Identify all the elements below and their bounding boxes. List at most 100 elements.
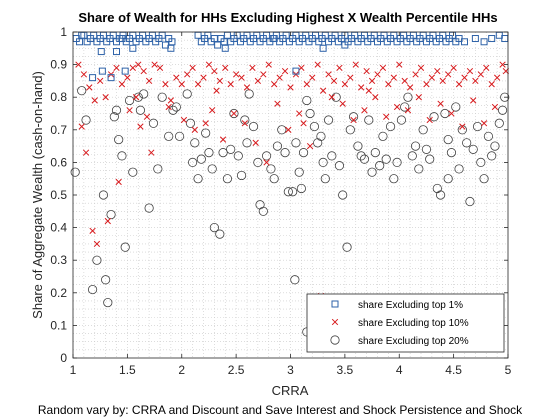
data-point-circle bbox=[242, 138, 252, 148]
data-point-circle bbox=[204, 148, 214, 158]
data-point-x bbox=[383, 113, 390, 120]
data-point-circle bbox=[421, 144, 432, 154]
data-point-x bbox=[417, 64, 425, 72]
data-point-circle bbox=[443, 134, 453, 145]
data-point-x bbox=[491, 103, 499, 111]
data-point-x bbox=[306, 142, 314, 150]
data-point-x bbox=[396, 61, 403, 68]
data-point-x bbox=[93, 240, 101, 248]
data-point-x bbox=[483, 64, 490, 72]
data-point-circle bbox=[291, 138, 301, 148]
data-point-x bbox=[404, 107, 412, 114]
data-point-circle bbox=[222, 174, 233, 184]
data-point-x bbox=[415, 94, 422, 101]
data-point-circle bbox=[236, 170, 247, 181]
data-point-circle bbox=[258, 206, 268, 216]
data-point-x bbox=[129, 64, 136, 72]
data-point-circle bbox=[120, 242, 130, 252]
data-point-x bbox=[368, 77, 376, 85]
data-point-x bbox=[455, 81, 463, 88]
footer-note: Random vary by: CRRA and Discount and Sa… bbox=[38, 403, 523, 417]
data-point-x bbox=[263, 159, 270, 166]
data-point-circle bbox=[385, 121, 396, 132]
y-tick-label: 0.3 bbox=[50, 253, 67, 267]
data-point-x bbox=[450, 64, 457, 72]
data-point-circle bbox=[316, 131, 326, 141]
data-point-x bbox=[372, 94, 379, 101]
data-point-x bbox=[303, 81, 310, 88]
data-point-circle bbox=[101, 275, 111, 285]
data-point-circle bbox=[277, 125, 287, 135]
data-point-x bbox=[406, 84, 414, 91]
data-point-square bbox=[292, 67, 300, 75]
x-tick-label: 5 bbox=[505, 363, 512, 377]
data-point-x bbox=[434, 67, 441, 75]
data-point-x bbox=[260, 71, 267, 78]
data-point-square bbox=[319, 44, 327, 52]
data-point-circle bbox=[446, 148, 457, 158]
data-point-x bbox=[287, 84, 294, 91]
data-point-circle bbox=[407, 151, 417, 161]
data-point-circle bbox=[451, 102, 461, 112]
data-point-square bbox=[471, 35, 479, 43]
data-point-x bbox=[194, 81, 202, 88]
data-point-x bbox=[309, 74, 316, 81]
data-point-x bbox=[319, 87, 327, 94]
data-point-x bbox=[184, 71, 191, 78]
data-point-circle bbox=[323, 115, 334, 125]
data-point-square bbox=[107, 74, 115, 82]
data-point-x bbox=[350, 116, 357, 124]
data-point-circle bbox=[389, 174, 399, 184]
data-point-x bbox=[91, 97, 98, 104]
data-point-circle bbox=[201, 128, 211, 138]
data-point-x bbox=[191, 126, 198, 133]
data-point-circle bbox=[193, 174, 203, 184]
data-point-circle bbox=[302, 95, 312, 106]
data-point-circle bbox=[356, 151, 366, 161]
data-point-circle bbox=[253, 157, 263, 167]
data-point-x bbox=[300, 120, 307, 127]
data-point-x bbox=[298, 64, 305, 72]
data-point-circle bbox=[370, 148, 380, 158]
data-point-x bbox=[428, 74, 436, 81]
data-point-x bbox=[328, 94, 335, 101]
data-point-square bbox=[270, 35, 278, 43]
data-point-x bbox=[211, 67, 218, 75]
data-point-x bbox=[135, 61, 142, 68]
data-point-circle bbox=[182, 89, 192, 99]
data-point-circle bbox=[266, 164, 276, 174]
legend-marker-square bbox=[331, 300, 339, 308]
data-point-x bbox=[480, 120, 488, 127]
data-point-circle bbox=[392, 157, 402, 167]
data-point-x bbox=[80, 71, 88, 78]
data-point-x bbox=[178, 81, 185, 88]
data-point-circle bbox=[440, 108, 450, 119]
y-tick-label: 0.1 bbox=[50, 318, 67, 332]
data-point-x bbox=[470, 97, 477, 104]
data-point-x bbox=[104, 217, 111, 225]
data-point-square bbox=[480, 38, 488, 46]
data-point-x bbox=[213, 87, 220, 94]
data-point-circle bbox=[318, 157, 328, 167]
data-point-x bbox=[365, 87, 372, 94]
data-point-circle bbox=[359, 154, 370, 164]
data-point-circle bbox=[153, 164, 163, 174]
data-point-x bbox=[274, 100, 281, 107]
data-point-circle bbox=[144, 203, 154, 213]
data-point-square bbox=[167, 44, 175, 52]
chart-marks bbox=[70, 31, 510, 337]
data-point-circle bbox=[364, 115, 374, 125]
tick-labels: 1 1.5 2 2.5 3 3.5 4 4.5 5 0 0.1 0.2 0.3 0.4 0.5 0.6 0.7 0… bbox=[50, 25, 511, 377]
data-point-circle bbox=[190, 138, 200, 148]
chart-title: Share of Wealth for HHs Excluding Highes… bbox=[78, 10, 497, 25]
data-point-circle bbox=[106, 209, 116, 220]
data-point-x bbox=[493, 74, 501, 81]
x-tick-label: 3 bbox=[287, 363, 294, 377]
data-point-x bbox=[97, 77, 104, 85]
data-point-circle bbox=[454, 164, 464, 174]
data-point-circle bbox=[468, 144, 478, 154]
data-point-square bbox=[76, 38, 84, 46]
data-point-square bbox=[214, 41, 222, 49]
data-point-circle bbox=[396, 115, 407, 125]
data-point-x bbox=[466, 67, 474, 75]
